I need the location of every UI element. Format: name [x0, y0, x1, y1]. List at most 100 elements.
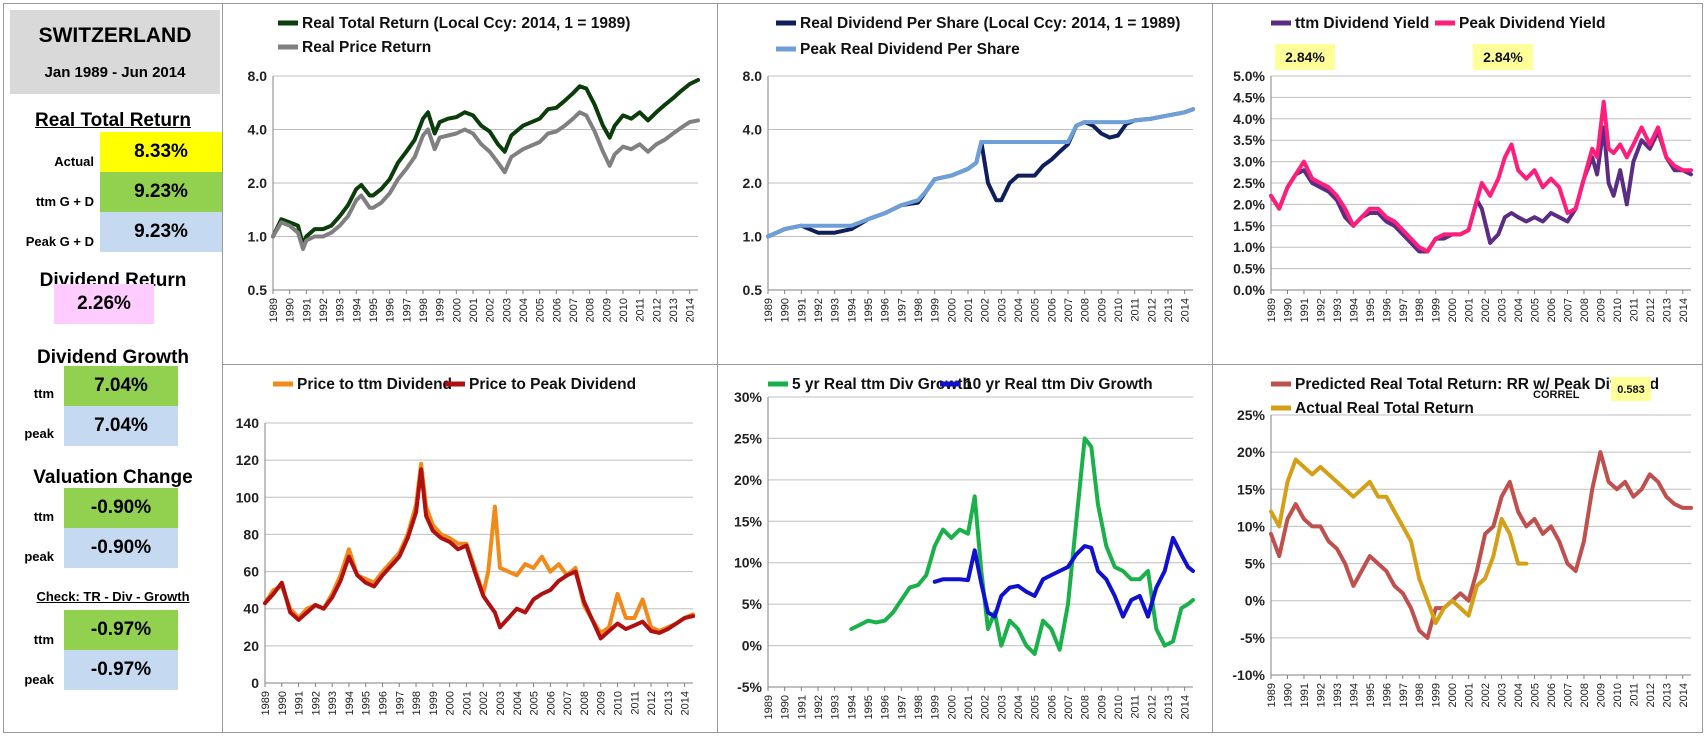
- y-tick-label: 60: [243, 564, 259, 580]
- series-line-1: [1269, 450, 1693, 640]
- x-tick-label: 2012: [646, 691, 658, 715]
- y-tick-label: 0.5%: [1233, 261, 1265, 277]
- x-tick-label: 1996: [1381, 298, 1393, 322]
- x-tick-label: 2008: [1080, 298, 1092, 322]
- x-tick-label: 1989: [1266, 683, 1278, 707]
- x-tick-label: 2002: [980, 298, 992, 322]
- chart-predicted-return: -10% -5% 0% 5% 10% 15% 20% 25% 1989 1990 1991 1992 1…: [1232, 376, 1693, 707]
- x-tick-label: 1997: [394, 691, 406, 715]
- series-line-1: [766, 107, 1195, 239]
- x-tick-label: 2001: [963, 298, 975, 322]
- chart-real-total-return: 0.5 1.0 2.0 4.0 8.0 1989 1990 1991 1992 1993 1994 1…: [248, 15, 700, 322]
- x-tick-label: 2004: [512, 691, 524, 715]
- x-tick-label: 1999: [930, 695, 942, 719]
- x-tick-label: 2005: [535, 298, 547, 322]
- y-tick-label: 0%: [1245, 593, 1266, 609]
- y-tick-label: -5%: [1240, 630, 1265, 646]
- x-tick-label: 2014: [1180, 695, 1192, 719]
- x-tick-label: 1994: [1348, 298, 1360, 322]
- x-tick-label: 2013: [1163, 695, 1175, 719]
- x-tick-label: 2012: [1645, 298, 1657, 322]
- x-tick-label: 1992: [310, 691, 322, 715]
- actual-value: 8.33%: [100, 132, 222, 172]
- y-tick-label: 0%: [742, 638, 763, 654]
- check-ttm-value: -0.97%: [64, 610, 178, 650]
- x-tick-label: 1994: [351, 298, 363, 322]
- x-tick-label: 2001: [963, 695, 975, 719]
- x-tick-label: 2007: [1562, 298, 1574, 322]
- x-tick-label: 2013: [1661, 298, 1673, 322]
- x-tick-label: 1996: [385, 298, 397, 322]
- legend-label: Real Dividend Per Share (Local Ccy: 2014…: [800, 15, 1180, 32]
- legend-label: Peak Real Dividend Per Share: [800, 41, 1020, 58]
- x-tick-label: 1997: [1398, 298, 1410, 322]
- x-tick-label: 2010: [1612, 298, 1624, 322]
- series-line-1: [1269, 125, 1693, 254]
- x-tick-label: 1998: [913, 298, 925, 322]
- y-tick-label: 1.0%: [1233, 239, 1265, 255]
- y-tick-label: 4.0: [248, 122, 268, 138]
- x-tick-label: 1992: [813, 298, 825, 322]
- x-tick-label: 1989: [763, 695, 775, 719]
- x-tick-label: 2007: [562, 691, 574, 715]
- ttm-gd-value: 9.23%: [100, 172, 222, 212]
- x-tick-label: 2012: [1645, 683, 1657, 707]
- x-tick-label: 2014: [1180, 298, 1192, 322]
- dividend-growth-heading: Dividend Growth: [37, 347, 189, 368]
- x-tick-label: 1999: [1431, 298, 1443, 322]
- x-tick-label: 2003: [1497, 298, 1509, 322]
- x-tick-label: 2004: [1013, 695, 1025, 719]
- x-tick-label: 2012: [651, 298, 663, 322]
- yield-badge: [1275, 44, 1335, 70]
- x-tick-label: 2005: [1530, 683, 1542, 707]
- x-tick-label: 2002: [1480, 298, 1492, 322]
- x-tick-label: 1995: [368, 298, 380, 322]
- x-tick-label: 1991: [1299, 298, 1311, 322]
- y-tick-label: 0.0%: [1233, 282, 1265, 298]
- x-tick-label: 2011: [1628, 683, 1640, 707]
- x-tick-label: 1991: [301, 298, 313, 322]
- summary-sidebar: SWITZERLAND Jan 1989 - Jun 2014 Real Tot…: [4, 4, 223, 732]
- legend-label: Real Total Return (Local Ccy: 2014, 1 = …: [302, 15, 630, 32]
- x-tick-label: 1995: [863, 298, 875, 322]
- x-tick-label: 1998: [1414, 298, 1426, 322]
- x-tick-label: 2011: [1130, 298, 1142, 322]
- x-tick-label: 2011: [635, 298, 647, 322]
- x-tick-label: 1993: [335, 298, 347, 322]
- x-tick-label: 2003: [996, 695, 1008, 719]
- dg-peak-label: peak: [24, 426, 54, 441]
- valuation-change-heading: Valuation Change: [33, 467, 193, 488]
- x-tick-label: 2003: [501, 298, 513, 322]
- x-tick-label: 2000: [445, 691, 457, 715]
- x-tick-label: 1990: [285, 298, 297, 322]
- y-tick-label: 20%: [734, 472, 763, 488]
- x-tick-label: 2009: [1096, 298, 1108, 322]
- y-tick-label: 140: [236, 415, 260, 431]
- series-line-1: [263, 461, 695, 635]
- x-tick-label: 1989: [260, 691, 272, 715]
- y-tick-label: 3.0%: [1233, 154, 1265, 170]
- x-tick-label: 2006: [1046, 298, 1058, 322]
- y-tick-label: 0: [251, 675, 259, 691]
- x-tick-label: 2011: [629, 691, 641, 715]
- x-tick-label: 2007: [1063, 298, 1075, 322]
- x-tick-label: 2009: [1096, 695, 1108, 719]
- y-tick-label: 10%: [1237, 518, 1266, 534]
- x-tick-label: 1996: [377, 691, 389, 715]
- x-tick-label: 1992: [1315, 683, 1327, 707]
- x-tick-label: 2005: [1030, 298, 1042, 322]
- x-tick-label: 2008: [585, 298, 597, 322]
- correl-badge: [1611, 377, 1651, 401]
- x-tick-label: 2000: [1447, 683, 1459, 707]
- x-tick-label: 1993: [327, 691, 339, 715]
- y-tick-label: 30%: [734, 389, 763, 405]
- x-tick-label: 2001: [461, 691, 473, 715]
- x-tick-label: 1991: [294, 691, 306, 715]
- legend-label: Peak Dividend Yield: [1459, 15, 1605, 32]
- correl-label: CORREL: [1533, 389, 1580, 401]
- x-tick-label: 1994: [344, 691, 356, 715]
- y-tick-label: 4.0: [743, 122, 763, 138]
- x-tick-label: 1990: [1282, 298, 1294, 322]
- x-tick-label: 2004: [1513, 683, 1525, 707]
- x-tick-label: 2010: [612, 691, 624, 715]
